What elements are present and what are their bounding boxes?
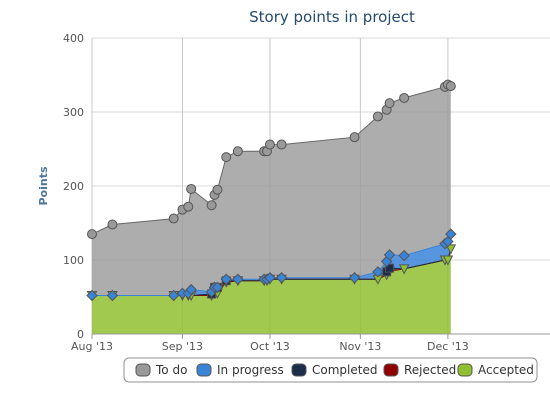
data-point-in-progress <box>106 289 119 302</box>
data-point-accepted <box>442 255 454 266</box>
x-tick-label: Dec '13 <box>427 340 469 353</box>
legend-label: Completed <box>312 363 377 377</box>
data-point-to-do <box>168 213 179 224</box>
data-point-accepted <box>445 244 457 255</box>
data-point-to-do <box>221 152 232 163</box>
data-point-in-progress <box>220 273 232 285</box>
legend-box <box>123 357 538 383</box>
data-point-in-progress <box>185 283 197 296</box>
legend-label: Accepted <box>478 363 534 377</box>
data-point-in-progress <box>211 281 224 294</box>
legend[interactable]: To do In progress Completed Rejected Accepte… <box>123 357 538 383</box>
data-point-in-progress <box>445 228 457 240</box>
legend-item-rejected[interactable]: Rejected <box>383 363 456 377</box>
data-point-in-progress <box>264 272 276 284</box>
legend-item-accepted[interactable]: Accepted <box>457 363 534 377</box>
data-point-to-do <box>232 146 243 157</box>
data-point-accepted <box>398 264 410 275</box>
data-point-to-do <box>384 98 395 109</box>
y-tick-label: 400 <box>63 32 84 45</box>
legend-item-to-do[interactable]: To do <box>135 363 187 377</box>
data-point-to-do <box>87 229 97 240</box>
x-tick-label: Sep '13 <box>162 340 203 353</box>
data-point-in-progress <box>167 289 180 302</box>
y-tick-label: 0 <box>77 328 84 341</box>
data-point-in-progress <box>348 272 361 284</box>
y-tick-label: 100 <box>63 254 84 267</box>
data-point-to-do <box>264 139 275 150</box>
data-point-in-progress <box>383 249 396 261</box>
y-tick-label: 300 <box>63 106 84 119</box>
chart-title: Story points in project <box>249 8 415 26</box>
data-point-in-progress <box>398 249 410 262</box>
data-point-to-do <box>107 219 118 230</box>
data-point-to-do <box>399 92 410 103</box>
x-tick-label: Aug '13 <box>71 340 113 353</box>
data-point-to-do <box>445 81 456 92</box>
legend-label: Rejected <box>404 363 456 377</box>
data-point-to-do <box>372 111 383 122</box>
data-point-to-do <box>186 183 197 194</box>
data-point-in-progress <box>372 266 384 278</box>
legend-swatch <box>457 363 473 377</box>
x-tick-label: Nov '13 <box>339 340 381 353</box>
x-tick-label: Oct '13 <box>250 340 290 353</box>
legend-label: To do <box>155 363 187 377</box>
data-point-to-do <box>349 132 360 143</box>
legend-swatch <box>291 363 307 377</box>
data-point-to-do <box>206 200 217 211</box>
data-point-to-do <box>212 184 223 195</box>
y-axis-label: Points <box>37 166 50 205</box>
area-accepted <box>92 248 451 334</box>
legend-swatch <box>135 363 151 377</box>
data-point-in-progress <box>275 272 288 284</box>
data-point-in-progress <box>86 289 98 302</box>
legend-label: In progress <box>217 363 284 377</box>
legend-swatch <box>196 363 212 377</box>
data-point-to-do <box>183 201 194 212</box>
axes: 0 100 200 300 400 Aug '13 Sep '13 Oct '13 Nov '1… <box>63 32 550 353</box>
legend-item-in-progress[interactable]: In progress <box>196 363 284 377</box>
series-areas <box>92 84 451 334</box>
area-to-do <box>92 84 451 296</box>
series-markers <box>86 79 457 302</box>
y-tick-label: 200 <box>63 180 84 193</box>
data-point-in-progress <box>232 273 244 285</box>
data-point-to-do <box>276 139 287 150</box>
legend-swatch <box>383 363 399 377</box>
legend-item-completed[interactable]: Completed <box>291 363 377 377</box>
